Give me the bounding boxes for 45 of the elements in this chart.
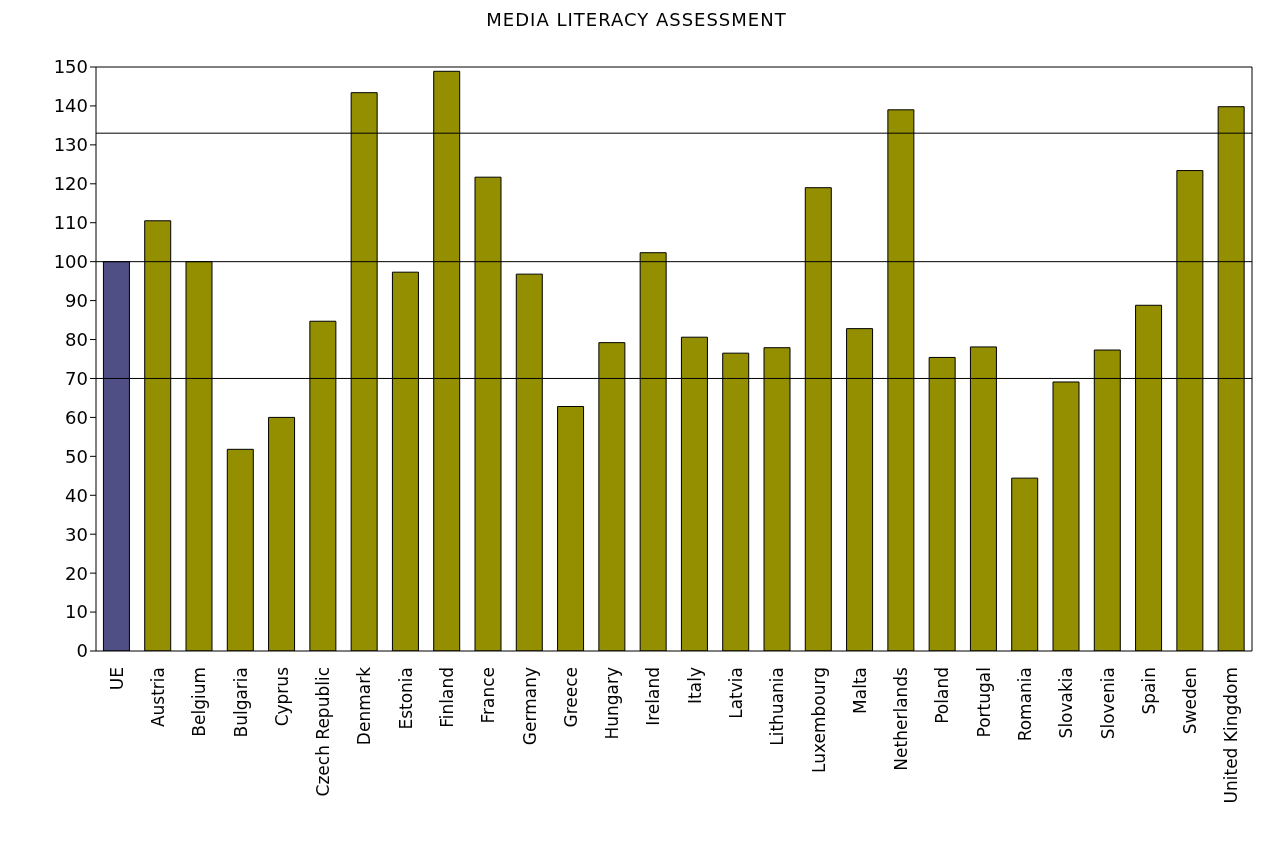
x-tick-label: Belgium [189,667,210,737]
x-tick-label: Cyprus [271,666,292,727]
y-tick-label: 150 [53,56,88,78]
x-tick-label: Germany [519,667,540,746]
y-tick-label: 110 [53,212,88,234]
x-tick-label: Czech Republic [313,667,334,797]
y-tick-label: 0 [76,640,88,662]
chart-title: MEDIA LITERACY ASSESSMENT [485,8,788,32]
x-tick-label: Spain [1138,667,1159,715]
y-tick-label: 50 [65,445,88,467]
y-tick-label: 90 [65,289,88,311]
x-tick-label: Italy [684,667,705,704]
y-tick-label: 100 [53,251,88,273]
x-tick-label: Sweden [1180,667,1201,735]
x-tick-label: Lithuania [767,667,788,746]
x-tick-label: Bulgaria [230,667,251,738]
x-tick-label: United Kingdom [1221,667,1242,804]
x-tick-label: Slovenia [1097,667,1118,740]
x-tick-label: UE [106,667,127,691]
y-tick-label: 120 [53,173,88,195]
x-tick-label: Estonia [395,667,416,730]
y-tick-label: 40 [65,484,88,506]
x-tick-label: Luxembourg [808,667,829,773]
y-tick-label: 10 [65,601,88,623]
x-tick-label: Denmark [354,666,375,746]
x-tick-label: Romania [1014,667,1035,742]
y-tick-label: 130 [53,134,88,156]
x-tick-label: Austria [147,667,168,728]
x-tick-label: Ireland [643,667,664,726]
y-tick-label: 80 [65,328,88,350]
y-tick-label: 30 [65,523,88,545]
y-tick-label: 20 [65,562,88,584]
x-tick-label: Latvia [725,667,746,719]
y-tick-label: 60 [65,406,88,428]
x-tick-label: Portugal [973,667,994,738]
y-tick-label: 70 [65,367,88,389]
y-tick-label: 140 [53,95,88,117]
x-tick-label: Slovakia [1056,667,1077,739]
x-tick-label: Malta [849,667,870,714]
x-tick-label: Poland [932,667,953,724]
x-tick-label: Finland [436,667,457,728]
x-tick-label: Hungary [602,667,623,740]
x-tick-label: France [478,667,499,724]
x-tick-label: Greece [560,667,581,728]
x-tick-label: Netherlands [891,666,912,771]
